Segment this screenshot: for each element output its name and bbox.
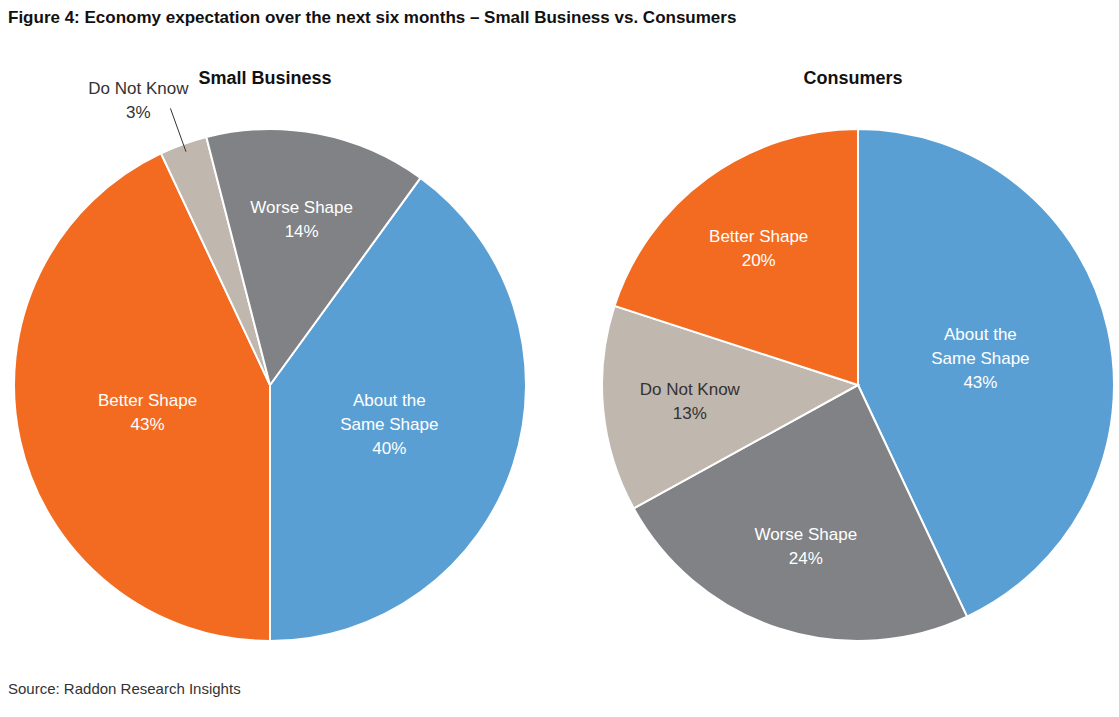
svg-text:About theSame Shape40%: About theSame Shape40% [340,390,438,457]
svg-text:About theSame Shape43%: About theSame Shape43% [931,324,1029,391]
svg-text:Worse Shape14%: Worse Shape14% [250,198,353,241]
html-text:Source: Raddon Research Insigh: Source: Raddon Research Insights [8,680,241,697]
html-text:Small Business: Small Business [198,68,332,88]
svg-text:Do Not Know13%: Do Not Know13% [640,379,741,422]
svg-text:Worse Shape24%: Worse Shape24% [754,524,857,567]
html-text:Consumers: Consumers [803,68,903,88]
svg-text:Better Shape43%: Better Shape43% [98,391,197,434]
svg-text:Better Shape20%: Better Shape20% [709,227,808,270]
html-text:Figure 4: Economy expectation: Figure 4: Economy expectation over the n… [8,8,737,27]
svg-text:Do Not Know3%: Do Not Know3% [88,79,189,122]
